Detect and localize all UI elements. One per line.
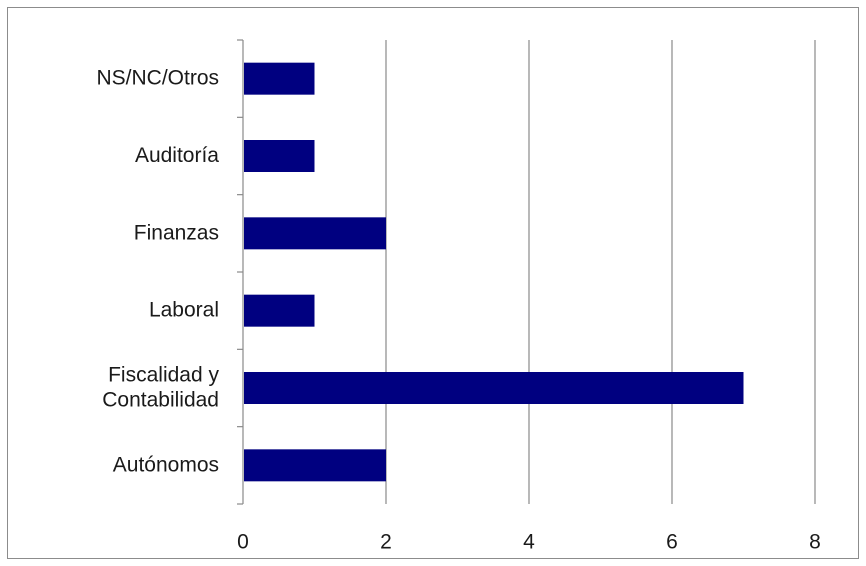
category-label-line: Autónomos: [113, 453, 219, 476]
category-label-line: NS/NC/Otros: [96, 66, 219, 89]
category-labels: NS/NC/Otros Auditoría Finanzas Laboral Fisca…: [96, 66, 219, 476]
bar-1: [244, 62, 315, 95]
category-label: Autónomos: [113, 453, 219, 476]
chart-frame: [7, 7, 859, 559]
x-tick-label: 6: [666, 531, 678, 554]
category-label-line: Laboral: [149, 298, 219, 321]
x-tick-label: 0: [237, 531, 249, 554]
category-label: Fiscalidad y Contabilidad: [102, 363, 219, 411]
bar-5: [244, 372, 744, 404]
bar-2: [244, 140, 315, 172]
category-label: Finanzas: [134, 221, 219, 244]
category-label: NS/NC/Otros: [96, 66, 219, 89]
category-label-line: Auditoría: [135, 144, 219, 167]
category-axis: [237, 39, 244, 505]
category-label-line: Contabilidad: [102, 388, 219, 411]
gridlines: [385, 40, 816, 504]
category-label-line: Fiscalidad y: [108, 363, 219, 386]
bar-4: [244, 294, 315, 327]
x-tick-labels: 0 2 4 6 8: [237, 531, 821, 554]
x-tick-label: 4: [523, 531, 535, 554]
x-tick-label: 2: [380, 531, 392, 554]
bars: [244, 62, 744, 482]
bar-6: [244, 449, 386, 482]
category-label: Laboral: [149, 298, 219, 321]
bar-3: [244, 217, 386, 250]
x-tick-label: 8: [809, 531, 821, 554]
category-label: Auditoría: [135, 144, 219, 167]
category-label-line: Finanzas: [134, 221, 219, 244]
